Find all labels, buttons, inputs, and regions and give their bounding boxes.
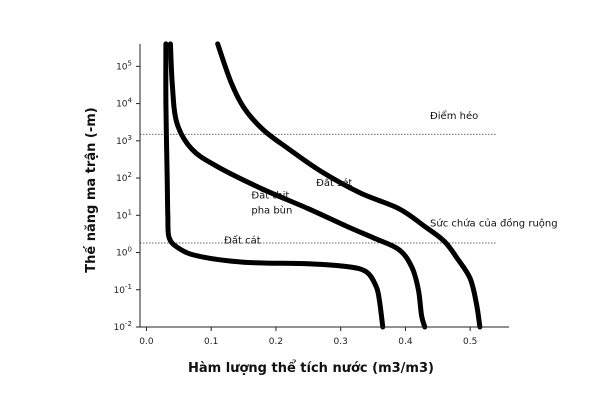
field-capacity-label: Sức chứa của đồng ruộng [430, 217, 558, 229]
annotations: Điểm héo Đất sét Đất thịt pha bùn Sức chứa c… [224, 109, 557, 246]
y-tick-label: 103 [116, 134, 132, 147]
x-ticks: 0.0 0.1 0.2 0.3 0.4 0.5 [139, 327, 477, 347]
clay-curve [215, 41, 483, 330]
silt-loam-label-line1: Đất thịt [251, 190, 289, 202]
x-tick-label: 0.0 [139, 337, 154, 347]
x-tick-label: 0.4 [398, 337, 413, 347]
sand-label: Đất cát [224, 234, 261, 246]
silt-loam-curve [167, 41, 428, 330]
reference-lines [140, 133, 497, 244]
curves [163, 41, 483, 330]
y-ticks: 10-2 10-1 100 101 102 103 104 105 [114, 59, 140, 333]
y-tick-label: 104 [116, 97, 132, 110]
x-axis-title: Hàm lượng thể tích nước (m3/m3) [188, 360, 434, 376]
clay-label: Đất sét [316, 177, 352, 189]
x-tick-label: 0.5 [463, 337, 477, 347]
y-tick-label: 101 [116, 208, 132, 221]
wilting-point-label: Điểm héo [430, 109, 478, 122]
x-tick-label: 0.1 [204, 337, 218, 347]
y-tick-label: 10-2 [114, 320, 132, 333]
sand-curve [163, 41, 386, 330]
axes [139, 44, 509, 328]
y-tick-label: 100 [116, 246, 132, 259]
silt-loam-label-line2: pha bùn [251, 205, 292, 217]
x-tick-label: 0.3 [334, 337, 348, 347]
y-axis-title: Thế năng ma trận (-m) [84, 107, 99, 272]
y-tick-label: 102 [116, 171, 132, 184]
y-tick-label: 10-1 [114, 283, 132, 296]
y-tick-label: 105 [116, 59, 132, 72]
x-tick-label: 0.2 [269, 337, 283, 347]
